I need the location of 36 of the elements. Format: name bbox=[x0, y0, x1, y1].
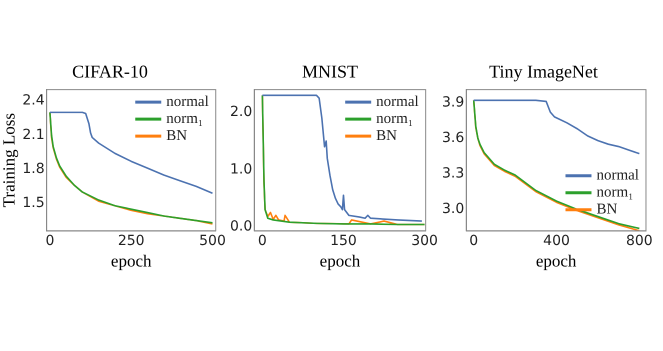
chart-title: MNIST bbox=[302, 62, 358, 82]
x-tick-label: 0 bbox=[258, 232, 267, 249]
x-tick-label: 0 bbox=[45, 232, 54, 249]
x-tick-label: 250 bbox=[118, 232, 145, 249]
y-tick-label: 2.0 bbox=[230, 104, 252, 120]
x-tick-label: 500 bbox=[199, 232, 226, 249]
x-axis-title: epoch bbox=[110, 251, 152, 270]
x-axis-title: epoch bbox=[536, 251, 577, 270]
y-tick-label: 2.1 bbox=[22, 126, 45, 143]
legend-label: normal bbox=[166, 94, 209, 110]
x-tick-label: 150 bbox=[330, 232, 357, 249]
legend-label: BN bbox=[376, 128, 398, 144]
y-tick-label: 2.4 bbox=[22, 92, 45, 109]
legend-label: BN bbox=[596, 202, 618, 218]
legend-label: normal bbox=[376, 94, 419, 110]
legend-label: norm₁ bbox=[596, 184, 634, 201]
y-tick-label: 3.6 bbox=[442, 130, 464, 146]
chart-title: Tiny ImageNet bbox=[489, 62, 598, 82]
y-tick-label: 1.0 bbox=[230, 161, 252, 178]
legend-label: norm₁ bbox=[166, 111, 204, 128]
y-tick-label: 3.3 bbox=[442, 165, 464, 182]
x-tick-label: 800 bbox=[626, 232, 653, 249]
legend-label: normal bbox=[596, 168, 639, 184]
legend-label: BN bbox=[166, 128, 188, 144]
legend-label: norm₁ bbox=[376, 111, 414, 128]
y-tick-label: 0.0 bbox=[230, 218, 252, 234]
y-tick-label: 1.5 bbox=[22, 195, 45, 212]
y-tick-label: 3.9 bbox=[442, 94, 464, 110]
chart-title: CIFAR-10 bbox=[72, 62, 148, 82]
x-tick-label: 0 bbox=[469, 232, 478, 249]
y-axis-title: Training Loss bbox=[0, 113, 19, 208]
x-tick-label: 300 bbox=[411, 232, 438, 249]
y-tick-label: 1.8 bbox=[22, 160, 45, 177]
x-tick-label: 400 bbox=[543, 232, 570, 249]
y-tick-label: 3.0 bbox=[442, 201, 464, 218]
x-axis-title: epoch bbox=[320, 251, 361, 270]
